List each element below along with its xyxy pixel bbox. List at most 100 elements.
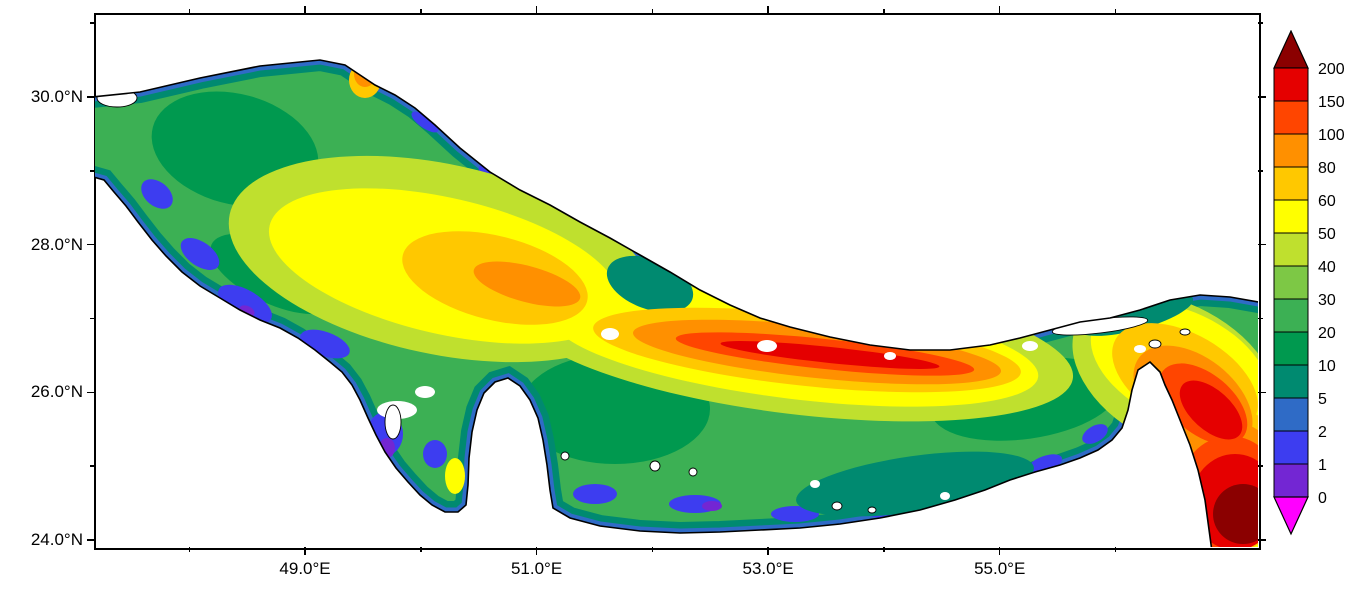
- colorbar-label: 20: [1318, 325, 1336, 342]
- colorbar-label: 1: [1318, 457, 1327, 474]
- value-patch-blue: [218, 284, 272, 324]
- data-gap: [415, 386, 435, 398]
- gulf-data-field: [95, 60, 1258, 547]
- data-gap: [940, 492, 950, 500]
- colorbar-cell: [1273, 298, 1309, 333]
- y-axis-tick: [87, 243, 95, 246]
- colorbar-label: 0: [1318, 490, 1327, 507]
- y-axis-minor-tick: [90, 317, 95, 320]
- x-axis-tick: [998, 547, 1001, 555]
- plot-frame: [94, 13, 1261, 550]
- y-axis-tick: [1258, 539, 1266, 541]
- x-axis-tick: [304, 6, 306, 14]
- island-bahrain: [384, 404, 402, 440]
- value-patch-violet: [702, 501, 722, 511]
- island: [867, 506, 877, 514]
- colorbar-label: 40: [1318, 259, 1336, 276]
- x-axis-minor-tick: [1114, 547, 1117, 552]
- value-patch-blue: [1027, 454, 1063, 474]
- y-axis-tick: [1258, 391, 1266, 394]
- y-axis-tick: [1258, 96, 1266, 98]
- colorbar-cell: [1273, 430, 1309, 465]
- y-axis-minor-tick: [90, 22, 95, 24]
- colorbar-label: 100: [1318, 127, 1345, 144]
- x-axis-tick: [998, 6, 1001, 14]
- x-axis-tick: [535, 547, 538, 555]
- y-axis-tick: [87, 96, 95, 98]
- x-axis-minor-tick: [883, 547, 885, 552]
- y-axis-label: 28.0°N: [30, 234, 83, 254]
- island: [1179, 328, 1191, 336]
- data-gap: [1134, 345, 1146, 353]
- colorbar-cell: [1273, 331, 1309, 366]
- x-axis-minor-tick: [883, 9, 885, 14]
- plot-area-map: [95, 59, 1258, 547]
- y-axis-minor-tick: [1258, 317, 1263, 320]
- x-axis-tick: [767, 6, 769, 14]
- value-patch-blue: [513, 424, 537, 464]
- colorbar-cell: [1273, 232, 1309, 267]
- value-patch-blue: [141, 179, 173, 209]
- x-axis-minor-tick: [188, 9, 191, 14]
- value-patch-blue: [423, 440, 447, 468]
- x-axis-label: 53.0°E: [742, 559, 794, 578]
- x-axis-minor-tick: [420, 9, 422, 14]
- island: [560, 451, 570, 461]
- y-axis-label: 26.0°N: [30, 382, 83, 402]
- colorbar-cell: [1273, 133, 1309, 168]
- colorbar-label: 60: [1318, 193, 1336, 210]
- value-patch-orange: [473, 261, 581, 307]
- colorbar-cell: [1273, 166, 1309, 201]
- y-axis-minor-tick: [1258, 22, 1263, 24]
- y-axis-minor-tick: [1258, 170, 1263, 172]
- value-patch-blue: [180, 238, 220, 270]
- y-axis-minor-tick: [90, 170, 95, 172]
- colorbar-cell: [1273, 463, 1309, 498]
- x-axis-label: 49.0°E: [279, 559, 331, 578]
- island: [831, 501, 843, 511]
- x-axis-minor-tick: [651, 547, 654, 552]
- x-axis-label: 51.0°E: [510, 559, 563, 578]
- x-axis-minor-tick: [420, 547, 422, 552]
- colorbar-cell: [1273, 67, 1309, 102]
- value-patch-blue: [411, 111, 439, 133]
- island-lake-nw: [96, 88, 138, 108]
- y-axis-minor-tick: [90, 465, 95, 467]
- data-gap: [1022, 341, 1038, 351]
- data-gap: [884, 352, 896, 360]
- colorbar-over-arrow: [1273, 30, 1309, 69]
- colorbar-label: 80: [1318, 160, 1336, 177]
- island: [649, 460, 661, 472]
- data-gap: [810, 480, 820, 488]
- colorbar-cell: [1273, 199, 1309, 234]
- y-axis-tick: [87, 539, 95, 541]
- x-axis-minor-tick: [188, 547, 191, 552]
- value-patch-blue: [1082, 424, 1108, 444]
- data-gap: [601, 328, 619, 340]
- colorbar-cell: [1273, 265, 1309, 300]
- colorbar-cell: [1273, 397, 1309, 432]
- y-axis-tick: [1258, 243, 1266, 246]
- x-axis-minor-tick: [1114, 9, 1117, 14]
- colorbar-under-arrow: [1273, 496, 1309, 536]
- value-patch-blue: [573, 484, 617, 504]
- colorbar-label: 50: [1318, 226, 1336, 243]
- colorbar: 200 150 100 80 60 50 40 30 20 10 5 2 1 0: [1273, 30, 1345, 536]
- x-axis-tick: [304, 547, 306, 555]
- x-axis-label: 55.0°E: [974, 559, 1026, 578]
- y-axis-tick: [87, 391, 95, 394]
- y-axis-minor-tick: [1258, 465, 1263, 467]
- colorbar-label: 10: [1318, 358, 1336, 375]
- x-axis-minor-tick: [651, 9, 654, 14]
- x-axis-tick: [535, 6, 538, 14]
- colorbar-label: 200: [1318, 61, 1345, 78]
- value-patch-red: [1179, 380, 1243, 440]
- colorbar-cell: [1273, 364, 1309, 399]
- colorbar-cell: [1273, 100, 1309, 135]
- island: [688, 467, 698, 477]
- value-patch-darkred: [1213, 484, 1258, 544]
- data-gap: [757, 340, 777, 352]
- colorbar-label: 30: [1318, 292, 1336, 309]
- colorbar-label: 2: [1318, 424, 1327, 441]
